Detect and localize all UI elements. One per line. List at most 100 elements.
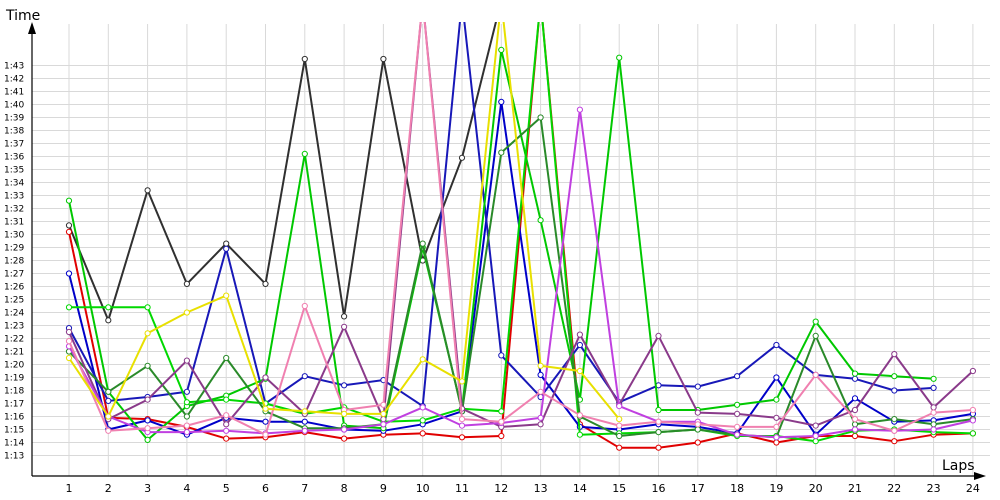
- data-point: [537, 114, 544, 121]
- data-point: [773, 396, 780, 403]
- y-tick-label: 1:13: [4, 452, 24, 462]
- series-line: [68, 22, 973, 436]
- data-point: [65, 328, 73, 336]
- data-point: [499, 0, 504, 3]
- series-line: [68, 108, 974, 439]
- data-point: [183, 413, 190, 420]
- data-point: [694, 409, 701, 416]
- data-point: [262, 405, 269, 412]
- data-point: [144, 425, 151, 432]
- data-point: [419, 430, 426, 437]
- data-point: [301, 55, 308, 63]
- y-tick-label: 1:20: [4, 361, 24, 371]
- y-tick-label: 1:42: [4, 75, 24, 85]
- data-point: [734, 431, 741, 438]
- data-point: [419, 240, 426, 247]
- data-point: [419, 404, 426, 411]
- y-tick-label: 1:33: [4, 192, 24, 202]
- data-point: [262, 431, 269, 438]
- data-point: [734, 423, 741, 430]
- data-point: [183, 429, 190, 436]
- series-layer: [65, 0, 977, 451]
- x-tick-label: 4: [183, 482, 190, 495]
- data-point: [380, 421, 387, 428]
- x-tick-label: 5: [223, 482, 230, 495]
- data-point: [380, 416, 387, 423]
- data-point: [301, 408, 308, 415]
- data-point: [105, 388, 112, 395]
- data-point: [812, 318, 819, 325]
- data-point: [144, 330, 151, 337]
- y-tick-label: 1:27: [4, 270, 24, 280]
- data-point: [144, 362, 151, 369]
- data-point: [65, 197, 73, 204]
- y-axis-arrow: [28, 22, 36, 34]
- data-point: [773, 341, 780, 349]
- data-point: [458, 416, 466, 423]
- data-point: [144, 417, 151, 424]
- y-tick-label: 1:18: [4, 387, 24, 397]
- x-tick-labels: 1 2 3 4 5 6 7 8 9 10 11 12 13 14 15 16 17 18 19 20 21 22 23 24: [66, 482, 980, 495]
- data-point: [223, 412, 230, 419]
- data-point: [773, 374, 780, 381]
- data-point: [655, 429, 662, 436]
- y-tick-label: 1:36: [4, 153, 24, 163]
- y-tick-label: 1:26: [4, 283, 24, 293]
- data-point: [183, 388, 190, 395]
- series-line: [68, 100, 974, 436]
- data-point: [891, 427, 898, 434]
- x-tick-label: 3: [144, 482, 151, 495]
- data-point: [655, 444, 662, 451]
- data-point: [458, 378, 466, 385]
- data-point: [301, 418, 308, 425]
- y-tick-label: 1:16: [4, 413, 24, 423]
- data-point: [419, 417, 426, 424]
- data-point: [538, 0, 543, 3]
- x-tick-label: 8: [341, 482, 348, 495]
- data-point: [537, 421, 544, 428]
- y-tick-label: 1:41: [4, 88, 24, 98]
- data-point: [891, 438, 898, 445]
- data-point: [851, 421, 859, 428]
- data-point: [223, 292, 230, 299]
- y-tick-label: 1:39: [4, 114, 24, 124]
- data-point: [341, 410, 348, 417]
- data-point: [65, 354, 73, 362]
- y-tick-label: 1:28: [4, 257, 24, 267]
- data-point: [144, 436, 151, 443]
- y-tick-label: 1:17: [4, 400, 24, 410]
- data-point: [734, 410, 741, 417]
- data-point: [341, 323, 348, 330]
- data-point: [105, 427, 112, 434]
- y-tick-label: 1:21: [4, 348, 24, 358]
- y-axis-title: Time: [5, 8, 40, 24]
- series-line: [68, 22, 973, 449]
- y-tick-label: 1:24: [4, 309, 24, 319]
- data-point: [498, 352, 505, 359]
- data-point: [498, 98, 505, 106]
- data-point: [262, 418, 269, 425]
- y-tick-label: 1:38: [4, 127, 24, 137]
- y-tick-label: 1:30: [4, 231, 24, 241]
- data-point: [773, 434, 780, 441]
- data-point: [380, 55, 387, 63]
- data-point: [223, 427, 230, 434]
- data-point: [105, 304, 112, 311]
- data-point: [144, 396, 151, 403]
- x-tick-label: 7: [301, 482, 308, 495]
- data-point: [105, 317, 112, 324]
- data-point: [458, 434, 466, 441]
- axes: [28, 22, 986, 480]
- data-point: [420, 0, 425, 3]
- x-tick-label: 20: [809, 482, 823, 495]
- series-line: [68, 22, 497, 322]
- data-point: [891, 351, 898, 358]
- data-point: [576, 431, 584, 438]
- data-point: [223, 240, 230, 247]
- data-point: [458, 422, 466, 429]
- x-tick-label: 13: [534, 482, 548, 495]
- data-point: [969, 367, 977, 375]
- data-point: [851, 370, 859, 377]
- y-tick-label: 1:35: [4, 166, 24, 176]
